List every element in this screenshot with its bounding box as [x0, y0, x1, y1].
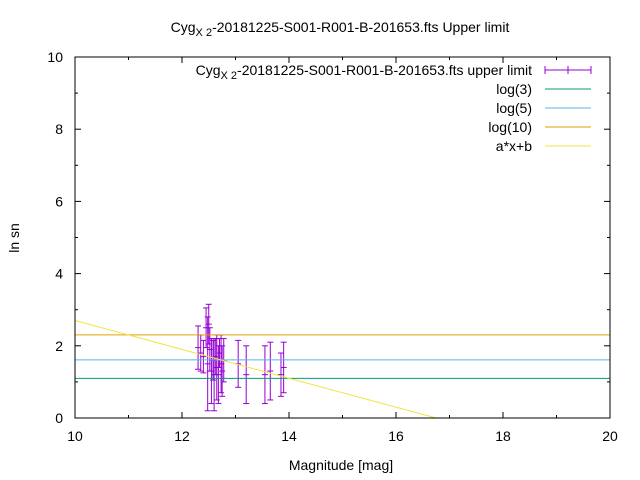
chart-title-rest: -20181225-S001-R001-B-201653.fts Upper l…	[212, 19, 509, 35]
x-tick-label-3: 16	[388, 428, 404, 444]
y-axis-label: ln sn	[6, 223, 22, 253]
legend-entry-log10: log(10)	[488, 119, 591, 135]
legend-label-log5: log(5)	[496, 100, 532, 116]
data-point-19	[261, 345, 268, 405]
data-point-22	[280, 341, 287, 394]
chart-title-main: Cyg	[171, 19, 196, 35]
legend-label-fit: a*x+b	[496, 138, 532, 154]
legend-label-upper-limit-rest: -20181225-S001-R001-B-201653.fts upper l…	[237, 62, 532, 78]
x-axis-label: Magnitude [mag]	[289, 457, 393, 473]
legend: CygX 2-20181225-S001-R001-B-201653.fts u…	[196, 62, 592, 154]
chart-title: CygX 2-20181225-S001-R001-B-201653.fts U…	[171, 19, 510, 39]
legend-label-log10: log(10)	[488, 119, 532, 135]
x-tick-label-1: 12	[174, 428, 190, 444]
legend-label-upper-limit-subscript: X 2	[221, 70, 238, 82]
legend-entry-fit: a*x+b	[496, 138, 591, 154]
data-point-0	[195, 325, 202, 370]
data-point-12	[215, 345, 222, 405]
x-tick-label-5: 20	[602, 428, 618, 444]
data-point-5	[205, 303, 212, 345]
y-tick-label-3: 6	[55, 193, 63, 209]
y-tick-label-4: 8	[55, 121, 63, 137]
x-tick-label-4: 18	[495, 428, 511, 444]
y-tick-label-5: 10	[47, 49, 63, 65]
plot-frame	[74, 56, 611, 419]
x-tick-label-0: 10	[67, 428, 83, 444]
plot-area	[74, 303, 610, 419]
data-point-20	[267, 341, 274, 401]
legend-label-log3: log(3)	[496, 81, 532, 97]
legend-label-upper-limit: CygX 2-20181225-S001-R001-B-201653.fts u…	[196, 62, 532, 82]
x-tick-label-2: 14	[281, 428, 297, 444]
legend-entry-upper-limit: CygX 2-20181225-S001-R001-B-201653.fts u…	[196, 62, 592, 82]
y-tick-label-1: 2	[55, 338, 63, 354]
legend-entry-log3: log(3)	[496, 81, 591, 97]
y-tick-label-2: 4	[55, 266, 63, 282]
chart-title-subscript: X 2	[196, 27, 213, 39]
data-point-2	[200, 339, 207, 374]
axis-ticks: 10 12 14 16 18 20 0 2 4 6 8 10	[47, 49, 618, 444]
y-tick-label-0: 0	[55, 410, 63, 426]
data-point-18	[243, 345, 250, 405]
legend-label-upper-limit-main: Cyg	[196, 62, 221, 78]
fit-line	[74, 320, 437, 419]
legend-entry-log5: log(5)	[496, 100, 591, 116]
